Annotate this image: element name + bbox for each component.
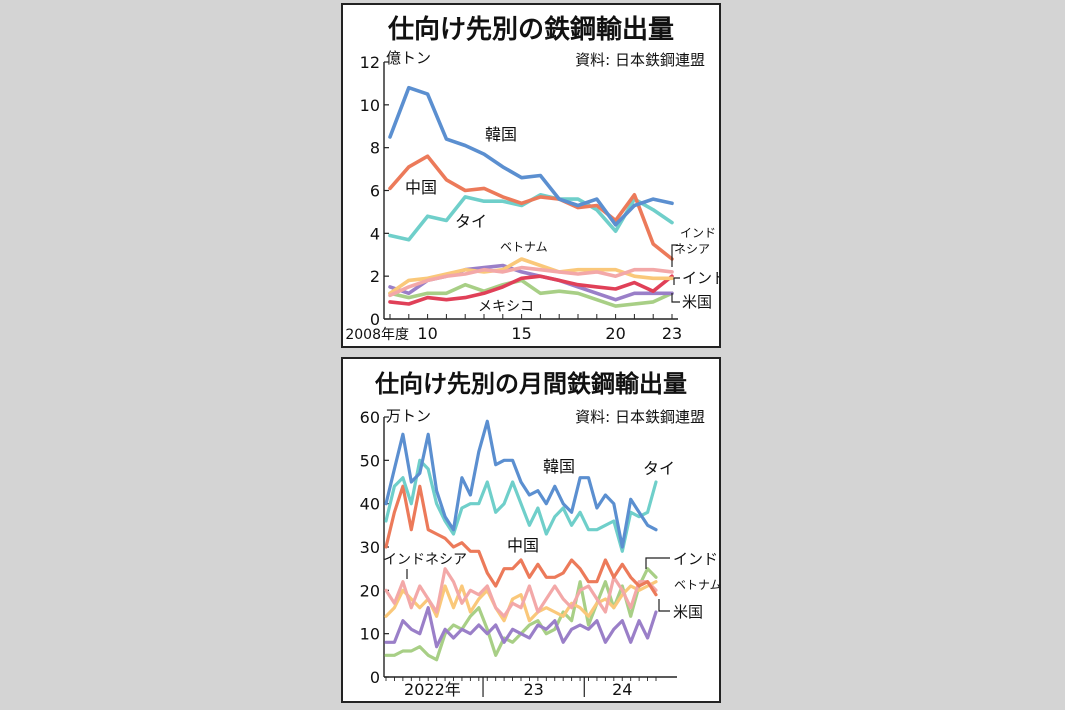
label-indonesia-line1: インド xyxy=(680,226,716,240)
monthly-export-chart: 仕向け先別の月間鉄鋼輸出量 資料: 日本鉄鋼連盟 万トン 0 10 20 30 40 50… xyxy=(360,370,719,699)
x-tick-label: 23 xyxy=(662,324,682,343)
label-china: 中国 xyxy=(405,178,437,197)
leader-us xyxy=(658,599,670,612)
y-tick-label: 8 xyxy=(370,139,380,158)
series-line-2 xyxy=(388,154,674,261)
chart-title: 仕向け先別の鉄鋼輸出量 xyxy=(387,14,674,45)
y-tick-label: 30 xyxy=(360,538,380,557)
y-unit-label: 億トン xyxy=(386,49,431,67)
series-line-8 xyxy=(388,278,674,308)
leader-us xyxy=(671,293,680,303)
leader-india xyxy=(645,557,670,569)
x-tick-label: 20 xyxy=(605,324,625,343)
label-mexico: メキシコ xyxy=(478,299,534,315)
label-indonesia: インドネシア xyxy=(383,552,467,568)
y-tick-label: 10 xyxy=(360,96,380,115)
label-korea: 韓国 xyxy=(485,125,517,144)
y-tick-label: 50 xyxy=(360,451,380,470)
annual-export-chart: 仕向け先別の鉄鋼輸出量 資料: 日本鉄鋼連盟 億トン 0 2 4 6 8 10 12 2008… xyxy=(345,14,719,343)
x-tick-label: 15 xyxy=(511,324,531,343)
label-korea: 韓国 xyxy=(543,457,575,476)
y-tick-label: 0 xyxy=(370,668,380,687)
series-line-4 xyxy=(384,567,658,618)
label-leaders xyxy=(671,244,680,303)
monthly-export-chart-panel: 仕向け先別の月間鉄鋼輸出量 資料: 日本鉄鋼連盟 万トン 0 10 20 30 40 50… xyxy=(341,357,721,703)
x-tick-label: 24 xyxy=(612,680,632,699)
y-tick-label: 40 xyxy=(360,495,380,514)
y-tick-label: 60 xyxy=(360,408,380,427)
x-tick-label: 10 xyxy=(417,324,437,343)
series-line-1 xyxy=(388,85,674,227)
series-line-7 xyxy=(384,606,658,649)
y-tick-label: 10 xyxy=(360,625,380,644)
label-thai: タイ xyxy=(643,459,675,478)
label-china: 中国 xyxy=(507,536,539,555)
annual-export-chart-panel: 仕向け先別の鉄鋼輸出量 資料: 日本鉄鋼連盟 億トン 0 2 4 6 8 10 12 2008… xyxy=(341,3,721,348)
y-tick-label: 2 xyxy=(370,267,380,286)
series-line-6 xyxy=(388,274,674,306)
y-tick-label: 6 xyxy=(370,182,380,201)
series-labels: 韓国 中国 タイ ベトナム メキシコ インド ネシア インド 米国 xyxy=(405,125,719,315)
y-unit-label: 万トン xyxy=(386,407,431,425)
label-us: 米国 xyxy=(682,293,712,311)
leader-india xyxy=(673,277,680,285)
x-tick-label: 2008年度 xyxy=(345,327,409,343)
series-line-3 xyxy=(384,484,658,597)
label-thai: タイ xyxy=(455,212,487,231)
y-tick-label: 20 xyxy=(360,581,380,600)
label-indonesia-line2: ネシア xyxy=(674,242,710,256)
y-tick-label: 12 xyxy=(360,53,380,72)
series-labels: 韓国 タイ 中国 インドネシア インド ベトナム 米国 xyxy=(383,457,719,621)
series-line-4 xyxy=(388,265,674,298)
series-line-2 xyxy=(384,458,658,553)
series-line-1 xyxy=(384,419,658,549)
y-tick-label: 4 xyxy=(370,224,380,243)
label-us: 米国 xyxy=(673,603,703,621)
label-vietnam: ベトナム xyxy=(500,240,548,254)
y-tick-label: 0 xyxy=(370,310,380,329)
chart-title: 仕向け先別の月間鉄鋼輸出量 xyxy=(374,370,687,398)
leader-indonesia xyxy=(671,244,678,267)
label-india: インド xyxy=(682,269,719,287)
x-tick-label: 23 xyxy=(523,680,543,699)
chart-source: 資料: 日本鉄鋼連盟 xyxy=(575,408,705,426)
x-tick-label: 2022年 xyxy=(404,680,461,699)
label-india: インド xyxy=(673,550,718,568)
chart-source: 資料: 日本鉄鋼連盟 xyxy=(575,51,705,69)
label-leaders xyxy=(406,557,670,612)
label-vietnam: ベトナム xyxy=(674,578,719,592)
